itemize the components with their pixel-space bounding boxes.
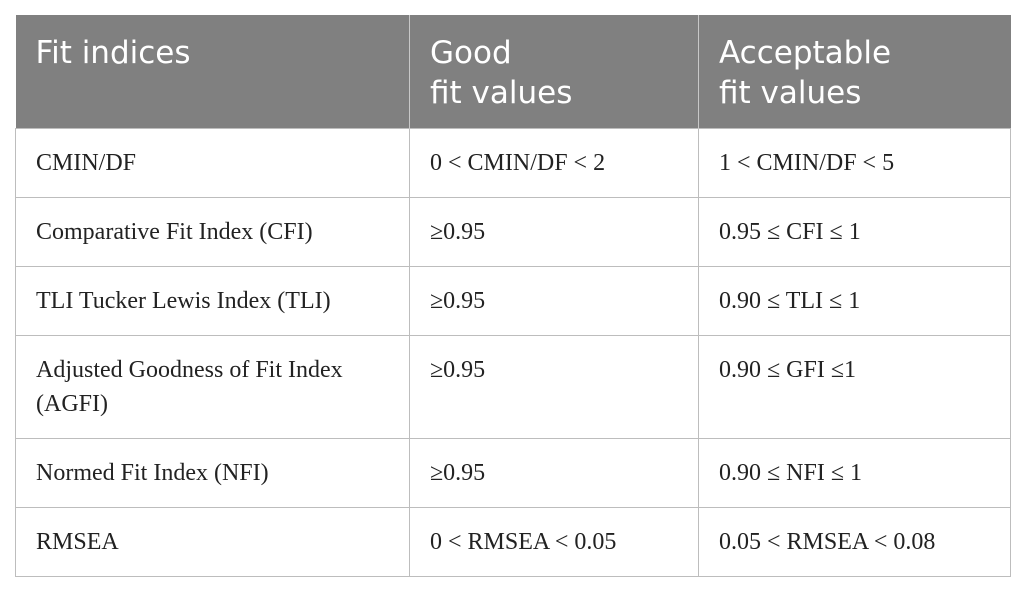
table-cell: 0.90 ≤ TLI ≤ 1 bbox=[698, 266, 1011, 336]
table-cell: TLI Tucker Lewis Index (TLI) bbox=[15, 266, 410, 336]
table-cell: ≥0.95 bbox=[409, 197, 699, 267]
table-cell: 0.05 < RMSEA < 0.08 bbox=[698, 507, 1011, 577]
table-row: RMSEA 0 < RMSEA < 0.05 0.05 < RMSEA < 0.08 bbox=[15, 507, 1011, 577]
table-cell: ≥0.95 bbox=[409, 335, 699, 439]
header-row: Fit indices Good fit values Acceptable fit… bbox=[15, 15, 1011, 129]
header-cell: Good fit values bbox=[409, 15, 699, 129]
table-row: Adjusted Goodness of Fit Index (AGFI) ≥0.… bbox=[15, 335, 1011, 439]
table-row: TLI Tucker Lewis Index (TLI) ≥0.95 0.90 ≤ … bbox=[15, 266, 1011, 336]
table-cell: 0.90 ≤ GFI ≤1 bbox=[698, 335, 1011, 439]
table-row: Comparative Fit Index (CFI) ≥0.95 0.95 ≤ C… bbox=[15, 197, 1011, 267]
table-cell: ≥0.95 bbox=[409, 438, 699, 508]
table-cell: Adjusted Goodness of Fit Index (AGFI) bbox=[15, 335, 410, 439]
table-cell: RMSEA bbox=[15, 507, 410, 577]
table-cell: Normed Fit Index (NFI) bbox=[15, 438, 410, 508]
table-cell: 0.95 ≤ CFI ≤ 1 bbox=[698, 197, 1011, 267]
table-cell: Comparative Fit Index (CFI) bbox=[15, 197, 410, 267]
table-cell: CMIN/DF bbox=[15, 128, 410, 198]
header-cell: Acceptable fit values bbox=[698, 15, 1011, 129]
table-cell: ≥0.95 bbox=[409, 266, 699, 336]
header-cell: Fit indices bbox=[15, 15, 410, 129]
table-cell: 0.90 ≤ NFI ≤ 1 bbox=[698, 438, 1011, 508]
table-row: Normed Fit Index (NFI) ≥0.95 0.90 ≤ NFI ≤ … bbox=[15, 438, 1011, 508]
table-cell: 0 < RMSEA < 0.05 bbox=[409, 507, 699, 577]
table-cell: 0 < CMIN/DF < 2 bbox=[409, 128, 699, 198]
fit-table: Fit indices Good fit values Acceptable fit… bbox=[15, 15, 1011, 577]
table-cell: 1 < CMIN/DF < 5 bbox=[698, 128, 1011, 198]
